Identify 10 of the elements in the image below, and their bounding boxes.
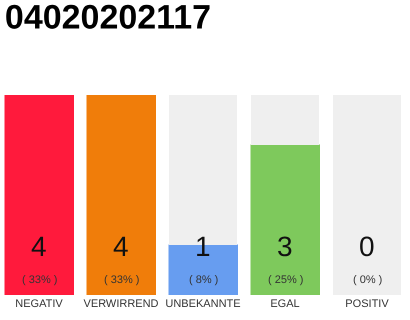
x-tick-label: EGAL — [270, 298, 300, 310]
data-label: 3 ( 25% ) — [268, 231, 304, 286]
data-label: 4 ( 33% ) — [22, 231, 58, 286]
x-tick-label: POSITIV — [345, 298, 390, 310]
x-tick-label: VERWIRREND — [84, 298, 159, 310]
data-label: 4 ( 33% ) — [104, 231, 140, 286]
x-tick-label: UNBEKANNTE — [165, 298, 241, 310]
data-label: 0 ( 0% ) — [353, 231, 382, 286]
x-tick-label: NEGATIV — [15, 298, 64, 310]
chart-title: 04020202117 — [4, 0, 212, 37]
